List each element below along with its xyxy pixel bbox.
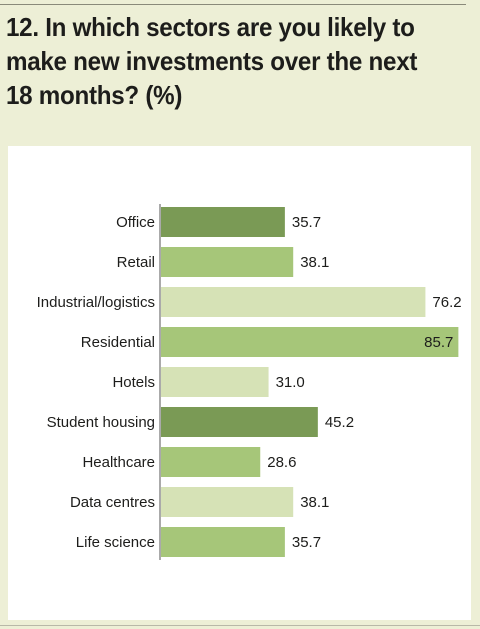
bar [161, 407, 318, 437]
category-label: Data centres [70, 494, 155, 511]
value-label: 45.2 [325, 414, 354, 431]
category-label: Industrial/logistics [37, 294, 155, 311]
category-label: Healthcare [82, 454, 155, 471]
bar [161, 527, 285, 557]
category-label: Retail [117, 254, 155, 271]
category-label: Life science [76, 534, 155, 551]
value-label: 35.7 [292, 214, 321, 231]
bar [161, 367, 269, 397]
value-label: 85.7 [424, 334, 453, 351]
value-label: 28.6 [267, 454, 296, 471]
top-rule [0, 4, 466, 5]
bar [161, 447, 261, 477]
category-label: Hotels [112, 374, 155, 391]
value-label: 31.0 [276, 374, 305, 391]
chart-title: 12. In which sectors are you likely to m… [6, 12, 418, 110]
bottom-rule [0, 625, 480, 626]
value-label: 76.2 [432, 294, 461, 311]
value-label: 35.7 [292, 534, 321, 551]
category-label: Residential [81, 334, 155, 351]
bar [161, 487, 294, 517]
bar [161, 247, 294, 277]
value-label: 38.1 [300, 494, 329, 511]
bar [161, 287, 426, 317]
value-label: 38.1 [300, 254, 329, 271]
bar [161, 207, 285, 237]
bar [161, 327, 459, 357]
category-label: Office [116, 214, 155, 231]
category-label: Student housing [47, 414, 155, 431]
